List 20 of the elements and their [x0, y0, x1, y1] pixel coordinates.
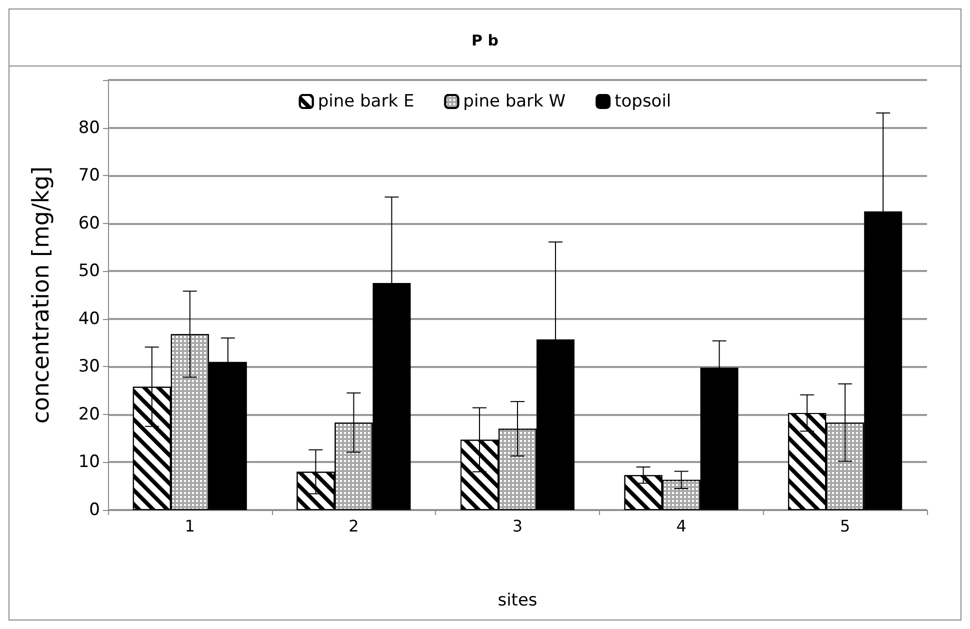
- legend-label: topsoil: [614, 92, 672, 112]
- x-tick-label: 4: [676, 516, 686, 536]
- x-axis-title: sites: [498, 590, 538, 610]
- x-tick-label: 1: [184, 516, 195, 536]
- chart-title: P b: [472, 32, 499, 50]
- y-tick-label: 40: [78, 308, 100, 329]
- legend-label: pine bark E: [318, 92, 414, 112]
- y-tick-label: 30: [78, 356, 100, 377]
- y-axis-title: concentration [mg/kg]: [28, 166, 54, 424]
- y-tick-label: 60: [78, 213, 100, 234]
- x-tick-label: 3: [512, 516, 523, 536]
- y-tick-label: 20: [78, 404, 100, 424]
- y-tick-label: 70: [78, 166, 100, 186]
- y-tick-label: 10: [78, 452, 100, 472]
- x-tick-label: 2: [348, 516, 359, 536]
- y-tick-label: 50: [78, 261, 100, 282]
- y-tick-label: 0: [89, 500, 100, 520]
- x-tick-label: 5: [840, 516, 850, 536]
- y-tick-label: 80: [78, 118, 100, 138]
- legend-label: pine bark W: [463, 92, 566, 112]
